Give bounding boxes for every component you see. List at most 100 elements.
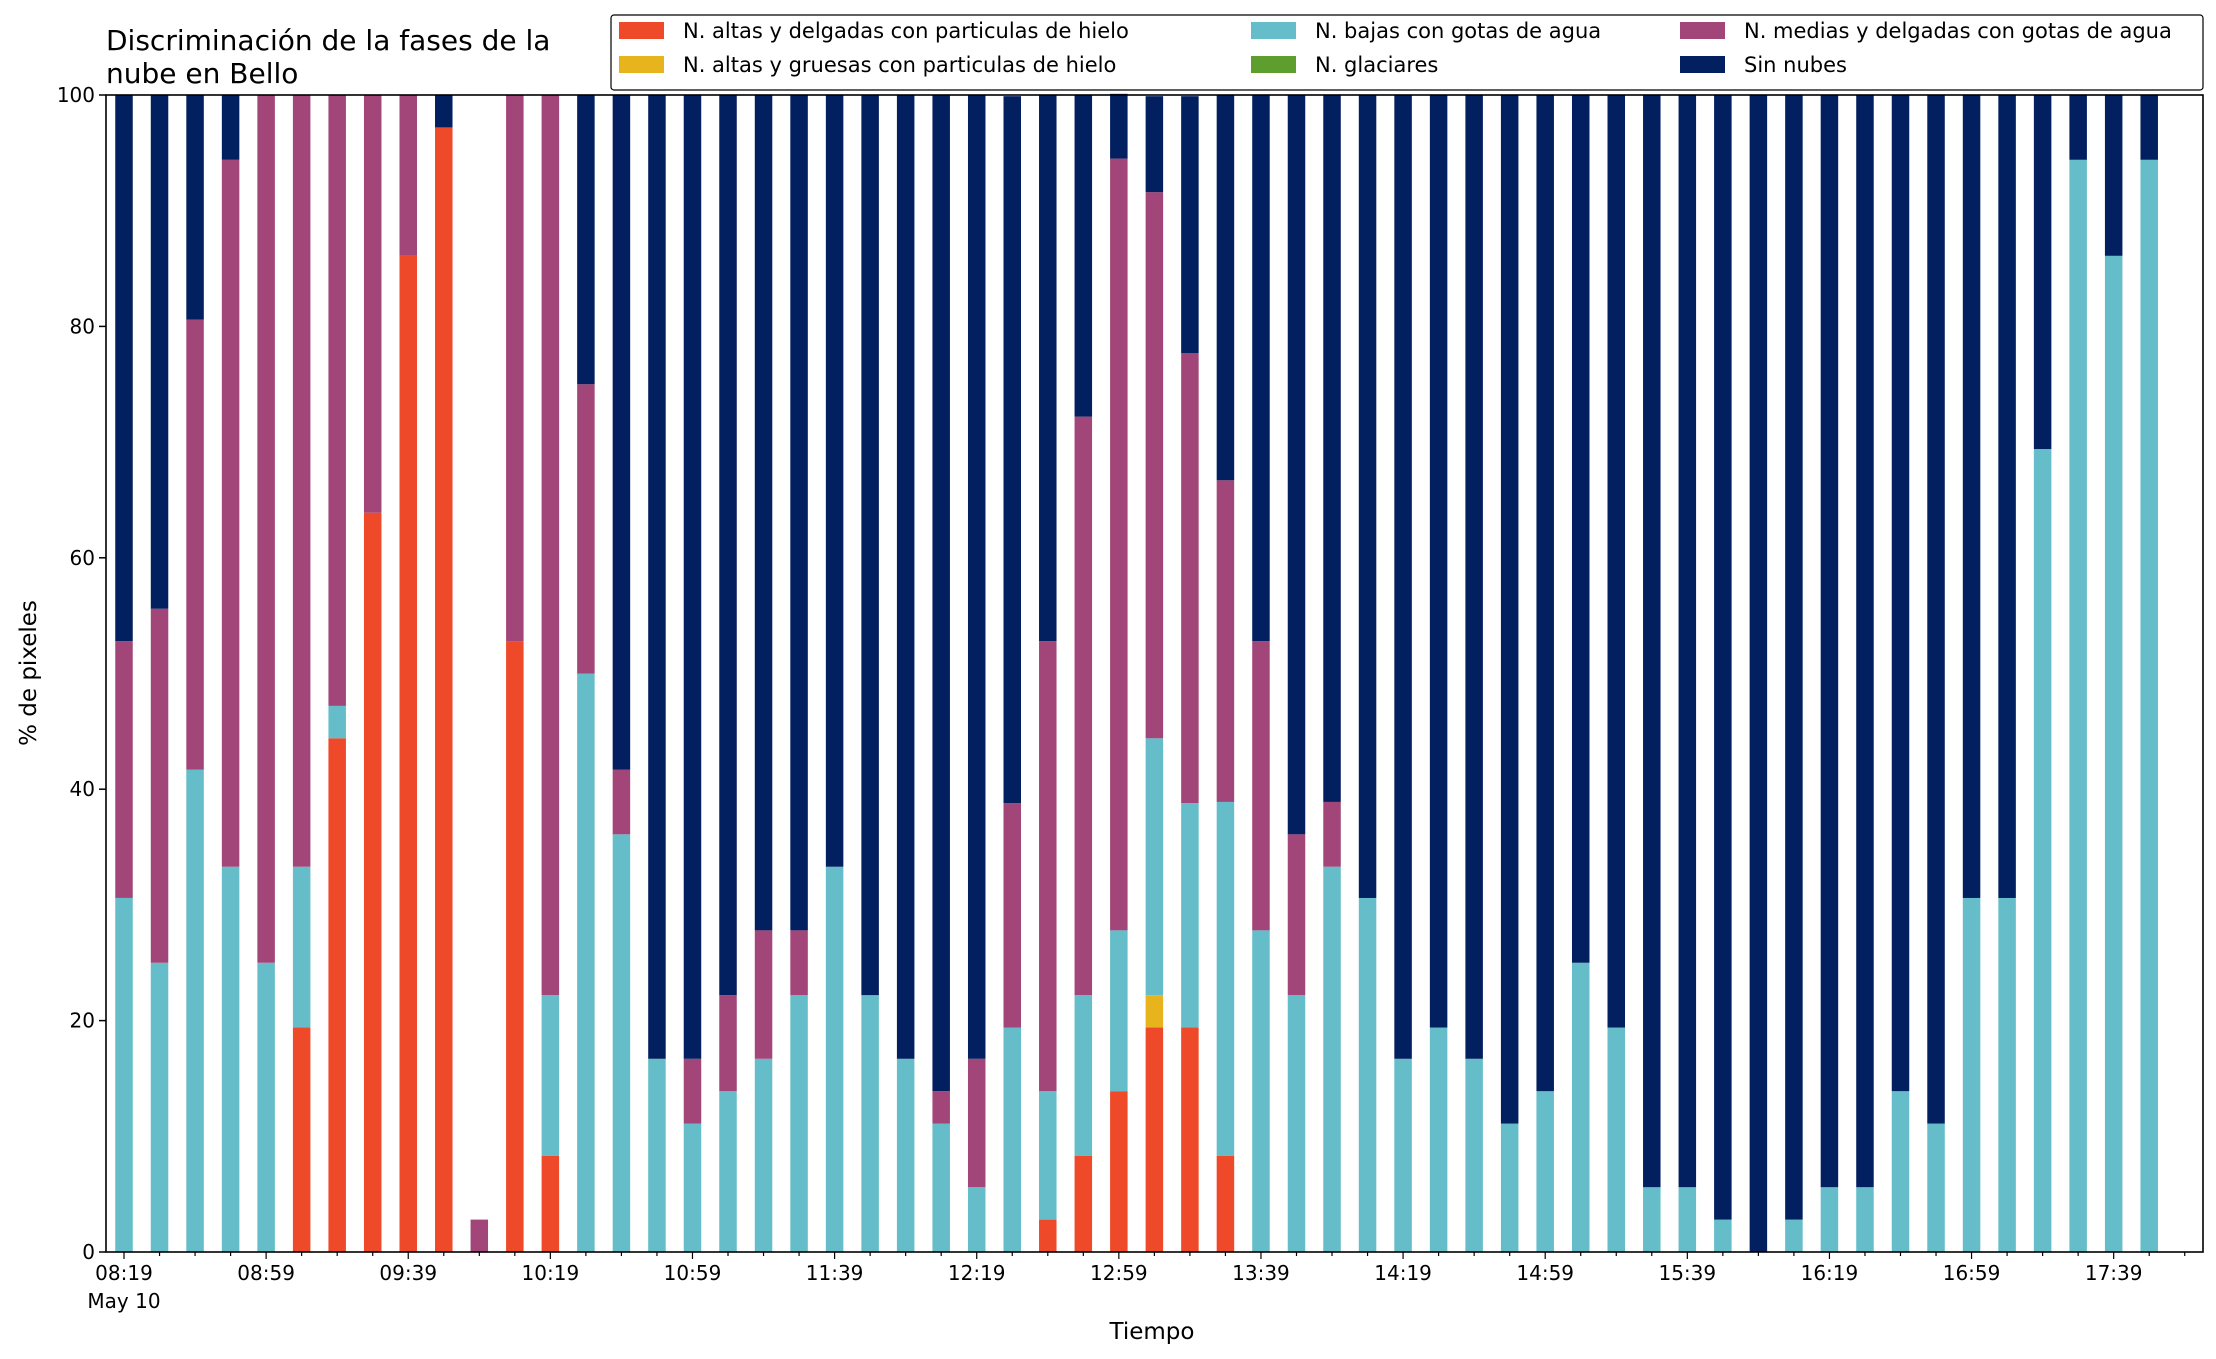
bar-segment-s0-b31: [1216, 1155, 1235, 1252]
bar-segment-s5-b16: [683, 95, 702, 1059]
bar-segment-s5-b21: [861, 95, 879, 996]
bar-segment-s0-b27: [1074, 1155, 1093, 1252]
y-tick-label: 100: [57, 83, 95, 107]
bar-segment-s2-b28: [1110, 930, 1128, 1092]
bar-segment-s2-b24: [967, 1187, 986, 1252]
x-tick-label: 08:59: [237, 1261, 295, 1285]
bar-segment-s2-b4: [257, 962, 275, 1252]
bar-segment-s2-b34: [1323, 866, 1341, 1252]
bar-segment-s2-b51: [1927, 1123, 1945, 1252]
bar-segment-s2-b49: [1856, 1187, 1874, 1252]
bar-segment-s2-b44: [1678, 1187, 1697, 1252]
bar-segment-s2-b42: [1607, 1027, 1626, 1252]
legend-label: Sin nubes: [1744, 53, 1847, 77]
bar-segment-s5-b50: [1891, 95, 1910, 1092]
bars-layer: [115, 93, 2158, 1252]
bar-segment-s2-b27: [1074, 995, 1093, 1156]
bar-segment-s5-b35: [1358, 95, 1377, 898]
bar-segment-s5-b44: [1678, 95, 1697, 1188]
bar-segment-s2-b40: [1536, 1091, 1554, 1252]
bar-segment-s2-b33: [1287, 995, 1306, 1252]
bar-segment-s2-b57: [2140, 159, 2158, 1252]
bar-segment-s5-b47: [1785, 95, 1803, 1220]
legend-swatch: [1680, 56, 1725, 73]
bar-segment-s5-b43: [1643, 95, 1661, 1188]
bar-segment-s5-b28: [1110, 93, 1128, 159]
bar-segment-s5-b32: [1252, 95, 1270, 642]
bar-segment-s4-b30: [1181, 353, 1199, 804]
legend-box: [610, 14, 2204, 91]
bar-segment-s2-b13: [577, 673, 595, 1252]
legend-label: N. glaciares: [1315, 53, 1438, 77]
bar-segment-s4-b23: [932, 1091, 950, 1124]
bar-segment-s5-b3: [221, 95, 240, 160]
x-tick-label: 13:39: [1232, 1261, 1290, 1285]
legend-swatch: [1251, 22, 1296, 39]
x-tick-label: 14:19: [1374, 1261, 1432, 1285]
bar-segment-s0-b28: [1110, 1091, 1128, 1252]
bar-segment-s5-b46: [1749, 95, 1768, 1252]
x-tick-label: 14:59: [1516, 1261, 1574, 1285]
x-tick-label: 08:19: [95, 1261, 153, 1285]
bar-segment-s5-b30: [1181, 96, 1199, 354]
bar-segment-s4-b26: [1039, 641, 1057, 1092]
bar-segment-s2-b47: [1785, 1219, 1803, 1252]
bar-segment-s2-b5: [292, 866, 311, 1028]
legend-swatch: [619, 22, 664, 39]
bar-segment-s5-b20: [825, 95, 844, 867]
bar-segment-s0-b11: [506, 641, 524, 1252]
bar-segment-s5-b55: [2069, 95, 2087, 160]
bar-segment-s4-b28: [1110, 158, 1128, 931]
bar-segment-s2-b12: [541, 995, 560, 1156]
bar-segment-s5-b41: [1571, 95, 1590, 963]
bar-segment-s5-b22: [896, 95, 915, 1059]
bar-segment-s2-b54: [2033, 449, 2052, 1252]
bar-segment-s4-b27: [1074, 416, 1093, 996]
bar-segment-s5-b52: [1962, 95, 1981, 898]
bar-segment-s4-b11: [506, 95, 524, 642]
bar-segment-s0-b29: [1145, 1027, 1164, 1252]
y-tick-label: 0: [82, 1240, 95, 1264]
x-tick-label: 09:39: [379, 1261, 437, 1285]
bar-segment-s5-b48: [1820, 95, 1839, 1188]
bar-segment-s5-b23: [932, 95, 950, 1092]
bar-segment-s2-b20: [825, 866, 844, 1252]
bar-segment-s5-b15: [648, 95, 666, 1059]
bar-segment-s2-b16: [683, 1123, 702, 1252]
plot-frame: [105, 94, 2204, 1253]
bar-segment-s2-b1: [150, 962, 169, 1252]
bar-segment-s0-b7: [363, 512, 382, 1252]
x-tick-label: 15:39: [1658, 1261, 1716, 1285]
bar-segment-s5-b24: [967, 95, 986, 1059]
bar-segment-s0-b26: [1039, 1219, 1057, 1252]
bar-segment-s4-b10: [470, 1219, 489, 1252]
bar-segment-s5-b40: [1536, 95, 1554, 1092]
bar-segment-s4-b25: [1003, 803, 1021, 1028]
legend-label: N. altas y delgadas con particulas de hi…: [683, 19, 1129, 43]
bar-segment-s5-b18: [754, 95, 773, 931]
bar-segment-s4-b24: [967, 1058, 986, 1188]
bar-segment-s2-b32: [1252, 930, 1270, 1252]
bar-segment-s4-b32: [1252, 641, 1270, 931]
bar-segment-s2-b21: [861, 995, 879, 1252]
bar-segment-s2-b29: [1145, 738, 1164, 996]
bar-segment-s2-b6: [328, 705, 346, 739]
legend-label: N. bajas con gotas de agua: [1315, 19, 1601, 43]
bar-segment-s2-b14: [612, 834, 631, 1252]
bar-segment-s2-b26: [1039, 1091, 1057, 1220]
bar-segment-s2-b43: [1643, 1187, 1661, 1252]
bar-segment-s2-b25: [1003, 1027, 1021, 1252]
y-tick-label: 20: [70, 1009, 95, 1033]
bar-segment-s4-b34: [1323, 801, 1341, 867]
y-tick-label: 40: [70, 777, 95, 801]
legend: N. altas y delgadas con particulas de hi…: [610, 14, 2204, 91]
bar-segment-s2-b37: [1429, 1027, 1448, 1252]
bar-segment-s4-b1: [150, 608, 169, 963]
bar-segment-s4-b17: [719, 995, 737, 1092]
bar-segment-s5-b34: [1323, 95, 1341, 802]
bar-segment-s2-b23: [932, 1123, 950, 1252]
bar-segment-s5-b37: [1429, 95, 1448, 1028]
bar-segment-s4-b33: [1287, 834, 1306, 996]
bar-segment-s5-b14: [612, 95, 631, 770]
